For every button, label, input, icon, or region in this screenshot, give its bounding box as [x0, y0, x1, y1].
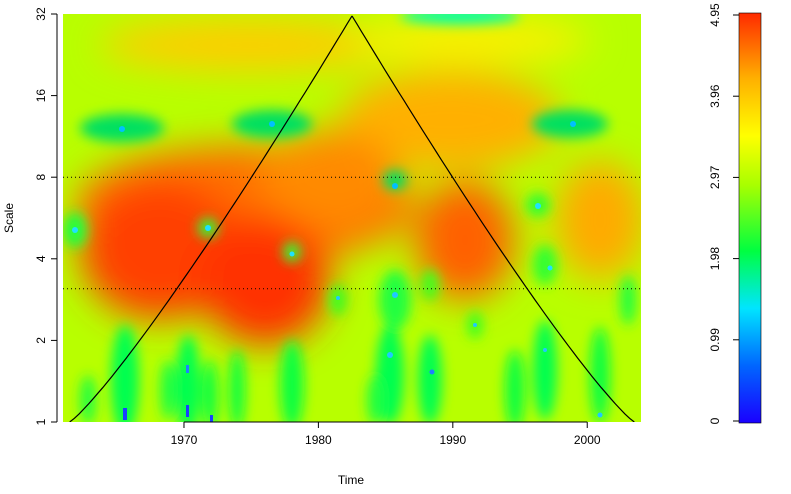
x-tick-label-1970: 1970 — [171, 433, 198, 447]
cone-of-influence — [69, 15, 635, 422]
colorbar-axis: 0 0.99 1.98 2.97 3.96 4.95 — [708, 3, 739, 424]
y-axis-title: Scale — [2, 203, 16, 233]
x-tick-label-1990: 1990 — [439, 433, 466, 447]
y-tick-label-1: 1 — [34, 418, 48, 425]
colorbar-tick-label-1.98: 1.98 — [708, 247, 722, 271]
y-tick-label-4: 4 — [34, 255, 48, 262]
colorbar-tick-label-0: 0 — [708, 417, 722, 424]
colorbar-gradient — [738, 12, 762, 424]
y-tick-label-32: 32 — [34, 7, 48, 21]
y-tick-label-8: 8 — [34, 174, 48, 181]
significance-lines — [63, 176, 641, 290]
y-axis: 1 2 4 8 16 32 — [34, 7, 58, 425]
y-tick-label-2: 2 — [34, 337, 48, 344]
x-tick-label-1980: 1980 — [305, 433, 332, 447]
y-tick-label-16: 16 — [34, 89, 48, 103]
x-axis: 1970 1980 1990 2000 — [171, 421, 601, 447]
colorbar-tick-label-4.95: 4.95 — [708, 3, 722, 27]
x-tick-label-2000: 2000 — [574, 433, 601, 447]
coi-left-curve — [69, 15, 353, 422]
colorbar-tick-label-2.97: 2.97 — [708, 165, 722, 189]
colorbar-tick-label-0.99: 0.99 — [708, 328, 722, 352]
x-axis-title: Time — [338, 473, 365, 487]
heatmap-area — [63, 14, 641, 422]
colorbar-tick-label-3.96: 3.96 — [708, 84, 722, 108]
colorbar: 0 0.99 1.98 2.97 3.96 4.95 — [708, 3, 762, 424]
coi-right-curve — [351, 15, 635, 422]
